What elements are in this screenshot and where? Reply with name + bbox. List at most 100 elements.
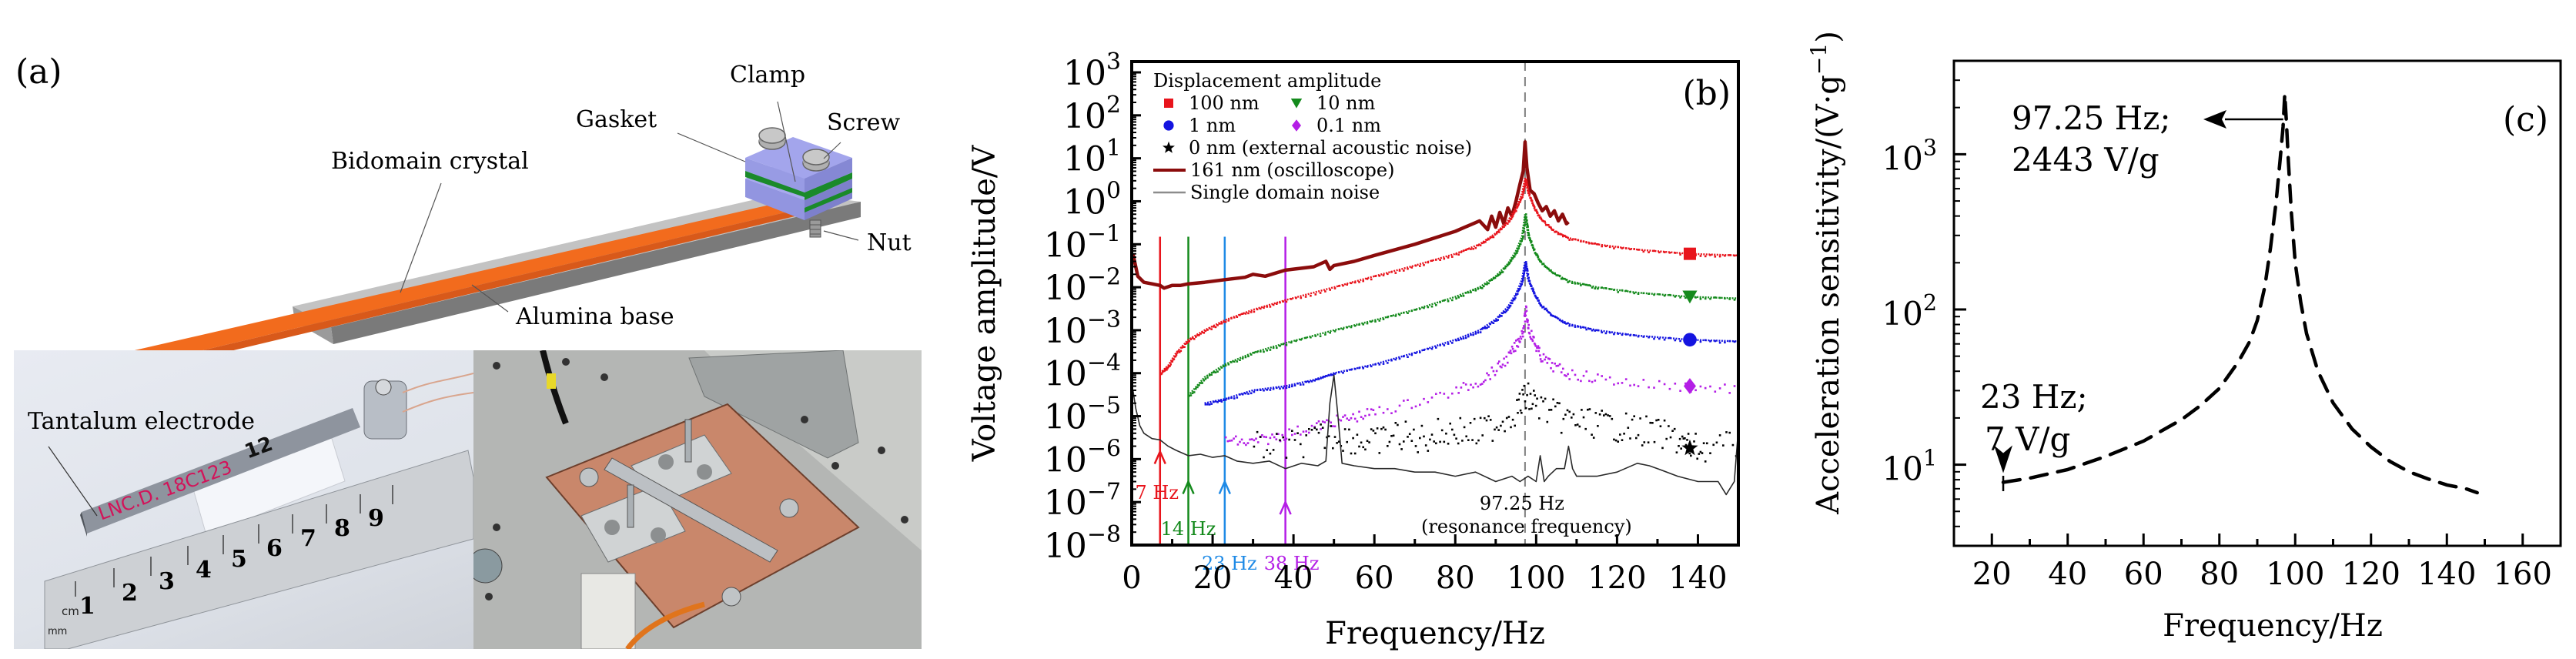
data-point <box>1457 442 1460 445</box>
data-point <box>1317 378 1320 380</box>
data-point <box>1547 357 1550 360</box>
data-point <box>1326 419 1328 422</box>
data-point <box>1724 383 1726 386</box>
data-point <box>1614 439 1618 442</box>
y-tick-label: 10−7 <box>1044 478 1121 523</box>
data-point <box>1186 342 1188 344</box>
data-point <box>1539 354 1541 356</box>
data-point <box>1336 414 1338 417</box>
data-point <box>1487 415 1490 417</box>
data-point <box>1546 224 1549 226</box>
data-point <box>1260 389 1262 391</box>
data-point <box>1554 315 1556 318</box>
data-point <box>1518 393 1521 395</box>
data-point <box>1558 363 1561 366</box>
data-point <box>1531 199 1534 202</box>
data-point <box>1526 269 1529 272</box>
data-point <box>1500 228 1503 230</box>
data-point <box>1447 396 1450 399</box>
data-point <box>1474 333 1477 335</box>
data-point <box>1435 393 1437 395</box>
data-point <box>1460 386 1463 389</box>
data-point <box>1524 221 1527 224</box>
data-point <box>1598 413 1601 416</box>
data-point <box>1305 434 1307 437</box>
ruler-number: 8 <box>334 515 350 542</box>
data-point <box>1226 440 1229 443</box>
data-point <box>1295 296 1297 299</box>
data-point <box>1702 442 1705 444</box>
data-point <box>1243 442 1246 444</box>
data-point <box>1313 427 1316 430</box>
data-point <box>1659 425 1662 427</box>
ruler-number: 6 <box>266 535 283 562</box>
data-point <box>1263 436 1266 438</box>
data-point <box>1608 415 1611 417</box>
data-point <box>1521 236 1524 239</box>
data-point <box>1366 278 1369 280</box>
data-point <box>1480 383 1484 385</box>
data-point <box>1527 234 1531 237</box>
data-point <box>1526 184 1529 187</box>
data-point <box>1542 306 1545 308</box>
data-point <box>1671 430 1674 432</box>
data-point <box>1304 296 1307 298</box>
data-point <box>1490 279 1494 281</box>
data-point <box>1537 299 1540 302</box>
data-point <box>1382 318 1385 320</box>
data-point <box>1526 268 1529 270</box>
data-point <box>1533 291 1535 293</box>
data-point <box>1704 255 1707 258</box>
data-point <box>1282 436 1284 439</box>
data-point <box>1407 267 1409 270</box>
data-point <box>1501 271 1504 273</box>
data-point <box>1376 427 1379 430</box>
data-point <box>1208 374 1211 376</box>
y-tick-label: 102 <box>1063 92 1121 136</box>
data-point <box>1637 293 1640 295</box>
data-point <box>1532 246 1534 249</box>
data-point <box>1427 450 1430 452</box>
data-point <box>1265 436 1267 439</box>
data-point <box>1255 437 1257 440</box>
data-point <box>1724 297 1726 299</box>
data-point <box>1244 392 1247 395</box>
data-point <box>1189 338 1193 340</box>
data-point <box>1699 450 1702 453</box>
data-point <box>1430 347 1434 350</box>
data-point <box>1410 406 1413 410</box>
data-point <box>1584 427 1587 430</box>
data-point <box>1699 255 1702 257</box>
data-point <box>1519 409 1522 412</box>
data-point <box>1728 298 1731 300</box>
data-point <box>1522 235 1524 238</box>
data-point <box>1645 415 1648 418</box>
data-point <box>1253 351 1256 354</box>
data-point <box>1239 393 1241 396</box>
data-point <box>1424 444 1427 447</box>
data-point <box>1320 423 1322 426</box>
legend-item: 0.1 nm <box>1292 115 1381 136</box>
data-point <box>1534 345 1537 347</box>
data-point <box>1712 443 1715 447</box>
data-point <box>1472 289 1474 292</box>
data-point <box>1230 439 1233 442</box>
data-point <box>1668 293 1671 296</box>
y-tick-label: 103 <box>1063 49 1121 93</box>
data-point <box>1521 283 1523 286</box>
data-point <box>1643 441 1646 443</box>
data-point <box>1366 322 1369 325</box>
data-point <box>1408 433 1411 435</box>
data-point <box>1337 328 1340 330</box>
data-point <box>1451 392 1454 395</box>
data-point <box>1372 409 1375 411</box>
data-point <box>1461 440 1464 442</box>
data-point <box>1516 399 1518 401</box>
data-point <box>1195 336 1197 338</box>
data-point <box>1733 254 1736 257</box>
data-point <box>1451 342 1454 344</box>
data-point <box>1472 248 1474 250</box>
data-point <box>1552 229 1554 231</box>
data-point <box>1492 370 1495 373</box>
